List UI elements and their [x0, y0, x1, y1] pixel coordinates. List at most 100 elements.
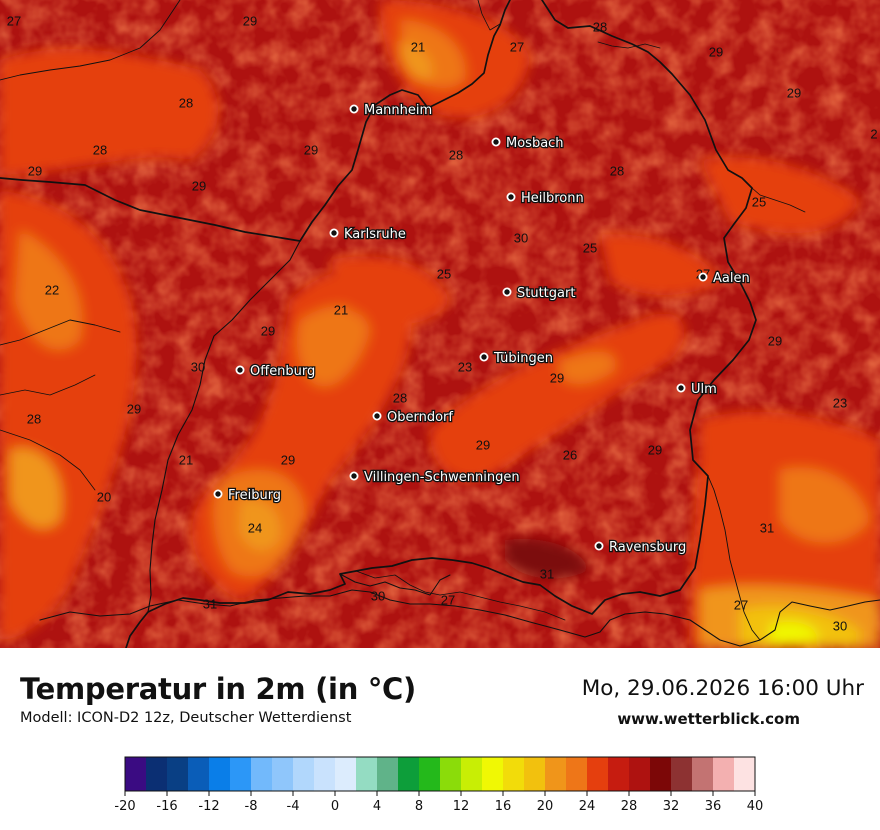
city-marker: Oberndorf	[372, 409, 455, 426]
temperature-value: 28	[393, 391, 407, 406]
map-footer: Temperatur in 2m (in °C) Modell: ICON-D2…	[0, 648, 880, 830]
city-label: Freiburg	[228, 488, 281, 503]
scale-tick-label: -16	[156, 799, 177, 814]
scale-swatch	[461, 757, 483, 791]
swiss-border	[39, 589, 706, 638]
north-border	[0, 0, 181, 81]
city-marker: Offenburg	[235, 363, 317, 380]
temperature-value: 27	[441, 593, 455, 608]
scale-swatch	[398, 757, 420, 791]
city-label: Karlsruhe	[344, 227, 406, 242]
city-dot	[502, 287, 512, 297]
scale-swatch	[167, 757, 189, 791]
temperature-value: 28	[179, 96, 193, 111]
temperature-value: 2	[870, 127, 877, 142]
website-link[interactable]: www.wetterblick.com	[617, 710, 800, 728]
city-dot	[213, 489, 223, 499]
rhine-border	[147, 240, 301, 613]
scale-swatch	[356, 757, 378, 791]
borders	[0, 0, 880, 648]
temperature-value: 31	[760, 521, 774, 536]
temperature-labels: 27 29 21 27 28 29 28 28 29 28 29 29 28 29 25 30 25 22 25 27…	[7, 14, 878, 634]
temperature-value: 27	[7, 14, 21, 29]
city-dot	[372, 411, 382, 421]
scale-swatch	[209, 757, 231, 791]
temperature-value: 29	[281, 453, 295, 468]
scale-swatch	[482, 757, 504, 791]
temperature-value: 28	[27, 412, 41, 427]
temperature-value: 27	[510, 40, 524, 55]
city-dot	[594, 541, 604, 551]
city-dot	[349, 104, 359, 114]
temperature-value: 29	[550, 371, 564, 386]
scale-swatch	[713, 757, 735, 791]
temperature-value: 30	[514, 231, 528, 246]
temperature-value: 25	[752, 195, 766, 210]
temperature-value: 25	[437, 267, 451, 282]
north-border-2	[0, 319, 121, 346]
temperature-value: 27	[734, 598, 748, 613]
temperature-value: 29	[127, 402, 141, 417]
temperature-value: 29	[261, 324, 275, 339]
scale-tick-label: 36	[705, 799, 722, 814]
scale-frame	[124, 756, 756, 792]
temperature-value: 29	[768, 334, 782, 349]
scale-tick-label: 32	[663, 799, 680, 814]
temperature-value: 23	[458, 360, 472, 375]
scale-swatch	[671, 757, 693, 791]
scale-swatch	[419, 757, 441, 791]
temperature-value: 20	[97, 490, 111, 505]
scale-swatch	[650, 757, 672, 791]
temperature-map: 27 29 21 27 28 29 28 28 29 28 29 29 28 29 25 30 25 22 25 27…	[0, 0, 880, 648]
scale-tick-label: 16	[495, 799, 512, 814]
scale-swatch	[335, 757, 357, 791]
scale-swatch	[272, 757, 294, 791]
swiss-border-2	[339, 573, 451, 596]
city-marker: Mannheim	[349, 102, 433, 119]
scale-swatch	[188, 757, 210, 791]
state-border	[0, 0, 757, 648]
temperature-value: 29	[243, 14, 257, 29]
temperature-value: 25	[583, 241, 597, 256]
scale-swatch	[566, 757, 588, 791]
city-label: Tübingen	[493, 351, 553, 366]
temperature-value: 28	[449, 148, 463, 163]
scale-swatch	[146, 757, 168, 791]
city-dot	[698, 272, 708, 282]
north-border-3	[0, 374, 96, 396]
city-marker: Ulm	[676, 381, 718, 398]
city-marker: Ravensburg	[594, 539, 688, 556]
scale-swatch	[545, 757, 567, 791]
city-marker: Heilbronn	[506, 190, 585, 207]
temperature-value: 28	[93, 143, 107, 158]
east-border	[751, 187, 806, 213]
scale-swatch	[125, 757, 147, 791]
scale-tick-label: -12	[198, 799, 219, 814]
city-marker: Karlsruhe	[329, 226, 407, 243]
model-subtitle: Modell: ICON-D2 12z, Deutscher Wetterdie…	[20, 710, 352, 726]
scale-swatch	[524, 757, 546, 791]
temperature-value: 23	[833, 396, 847, 411]
scale-swatch	[587, 757, 609, 791]
scale-swatch	[608, 757, 630, 791]
scale-tick-label: 4	[373, 799, 381, 814]
city-label: Ravensburg	[609, 540, 686, 555]
city-dot	[491, 137, 501, 147]
scale-tick-label: 8	[415, 799, 423, 814]
temperature-value: 28	[610, 164, 624, 179]
scale-swatch	[293, 757, 315, 791]
bavaria-border	[707, 475, 761, 641]
city-label: Villingen-Schwenningen	[364, 470, 520, 485]
city-label: Mannheim	[364, 103, 432, 118]
forecast-datetime: Mo, 29.06.2026 16:00 Uhr	[581, 676, 864, 701]
scale-swatch	[629, 757, 651, 791]
temperature-value: 22	[45, 283, 59, 298]
scale-tick-label: 40	[747, 799, 764, 814]
temperature-value: 29	[28, 164, 42, 179]
color-scale: -20 -16 -12 -8 -4 0 4 8 12 16 20 24 28 32 36 40	[114, 756, 764, 814]
north-border-5	[477, 0, 501, 31]
scale-swatch	[734, 757, 756, 791]
city-label: Ulm	[691, 382, 717, 397]
city-marker: Tübingen	[479, 350, 554, 367]
city-label: Mosbach	[506, 136, 564, 151]
